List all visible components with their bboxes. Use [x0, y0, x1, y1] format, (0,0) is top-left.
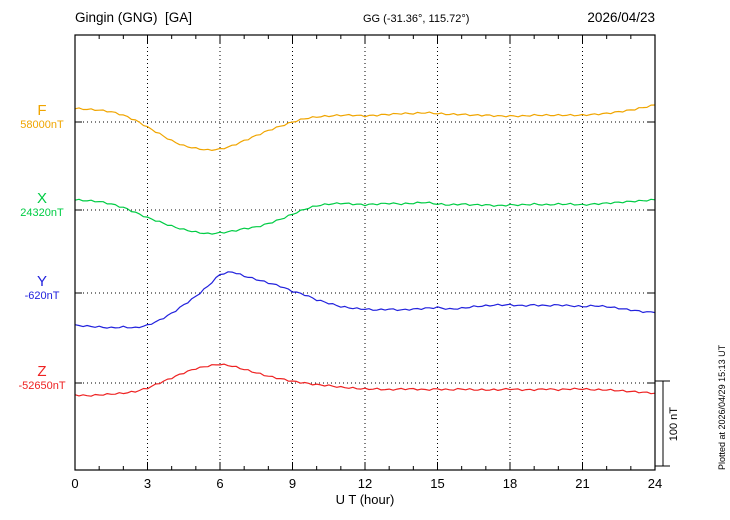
x-tick-label: 0 [71, 476, 78, 491]
channel-label-Z: Z -52650nT [10, 363, 74, 393]
scale-bar-label: 100 nT [668, 406, 680, 442]
channel-label-X: X 24320nT [10, 190, 74, 220]
channel-baseline-value-Y: -620nT [24, 290, 60, 303]
station-coordinates: GG (-31.36°, 115.72°) [363, 13, 470, 25]
channel-letter-F: F [37, 102, 47, 119]
channel-label-F: F 58000nT [10, 102, 74, 132]
x-tick-label: 6 [216, 476, 223, 491]
channel-letter-X: X [36, 190, 47, 207]
x-tick-label: 3 [144, 476, 151, 491]
x-tick-label: 15 [430, 476, 444, 491]
x-axis-title: U T (hour) [335, 492, 395, 507]
x-tick-label: 21 [575, 476, 589, 491]
trace-F [74, 104, 656, 151]
trace-Y [74, 271, 656, 329]
plot-frame [74, 34, 656, 471]
trace-Z [74, 363, 656, 397]
x-tick-label: 9 [289, 476, 296, 491]
x-tick-label: 24 [648, 476, 662, 491]
station-title: Gingin (GNG) [GA] [75, 10, 193, 25]
x-tick-label: 18 [503, 476, 517, 491]
channel-baseline-value-Z: -52650nT [18, 380, 66, 393]
plot-timestamp-note: Plotted at 2026/04/29 15:13 UT [717, 344, 727, 470]
channel-baseline-value-X: 24320nT [20, 207, 64, 220]
x-tick-label: 12 [358, 476, 372, 491]
channel-letter-Z: Z [37, 363, 47, 380]
channel-letter-Y: Y [36, 273, 47, 290]
channel-baseline-value-F: 58000nT [20, 119, 64, 132]
plot-date: 2026/04/23 [587, 10, 655, 25]
channel-label-Y: Y -620nT [10, 273, 74, 303]
trace-X [74, 198, 656, 235]
